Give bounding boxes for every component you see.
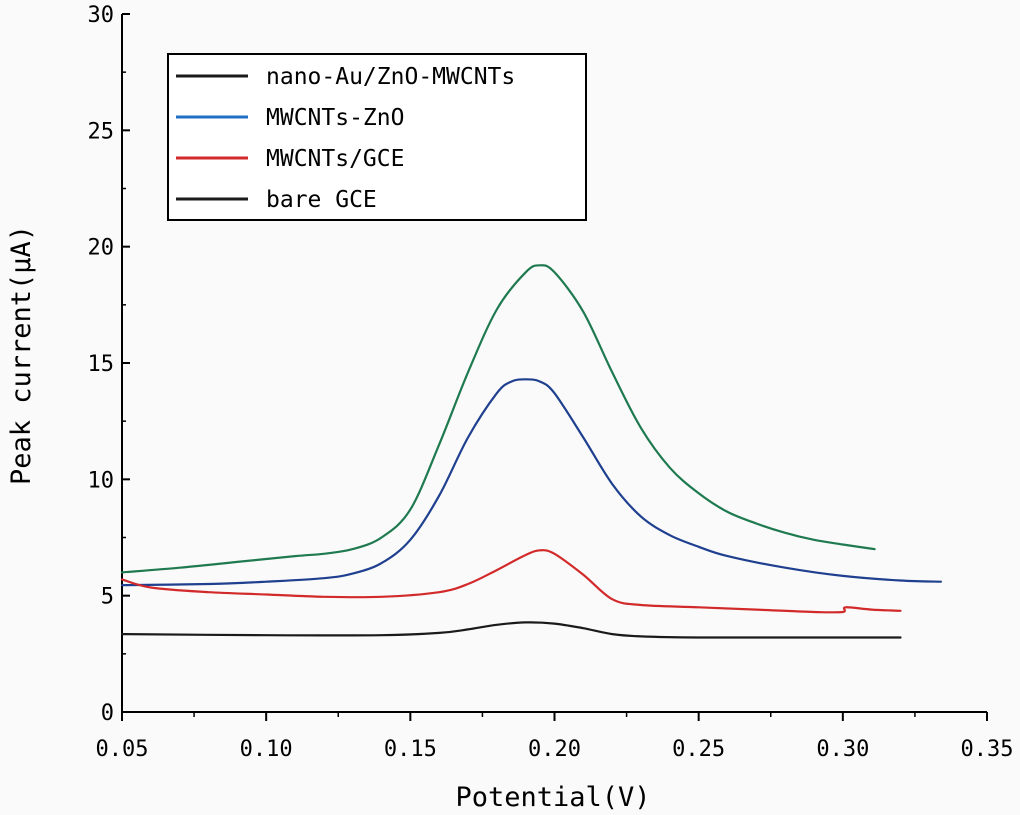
legend-entry: MWCNTs-ZnO [266, 105, 404, 131]
x-axis-title: Potential(V) [455, 782, 650, 813]
x-tick-label: 0.05 [96, 737, 149, 762]
x-tick-label: 0.30 [816, 737, 869, 762]
y-tick-label: 10 [88, 468, 115, 493]
y-tick-label: 5 [101, 585, 114, 610]
y-tick-label: 20 [88, 236, 115, 261]
legend-entry: nano-Au/ZnO-MWCNTs [266, 64, 515, 90]
y-tick-label: 30 [88, 3, 115, 28]
y-axis-title: Peak current(μA) [6, 225, 37, 485]
series-layer [120, 264, 942, 639]
y-tick-label: 0 [101, 701, 114, 726]
series-line-mwcnts-zno [120, 378, 942, 587]
legend-box [167, 53, 587, 221]
series-line-nano-au-zno-mwcnts [120, 264, 876, 574]
y-tick-label: 25 [88, 119, 115, 144]
legend: nano-Au/ZnO-MWCNTs MWCNTs-ZnO MWCNTs/GCE ba… [167, 53, 587, 221]
series-line-bare-gce [120, 621, 902, 639]
x-tick-label: 0.10 [240, 737, 293, 762]
legend-entry: MWCNTs/GCE [266, 146, 404, 172]
x-tick-label: 0.25 [672, 737, 725, 762]
legend-entry: bare GCE [266, 187, 377, 213]
y-tick-label: 15 [88, 352, 115, 377]
series-line-mwcnts-gce [120, 549, 902, 614]
axes: 0 5 10 15 20 25 30 0.05 0.10 0.15 0.20 0.25 0.30 0.35 [88, 3, 1014, 762]
x-tick-label: 0.35 [961, 737, 1014, 762]
x-tick-label: 0.15 [384, 737, 437, 762]
x-tick-label: 0.20 [528, 737, 581, 762]
